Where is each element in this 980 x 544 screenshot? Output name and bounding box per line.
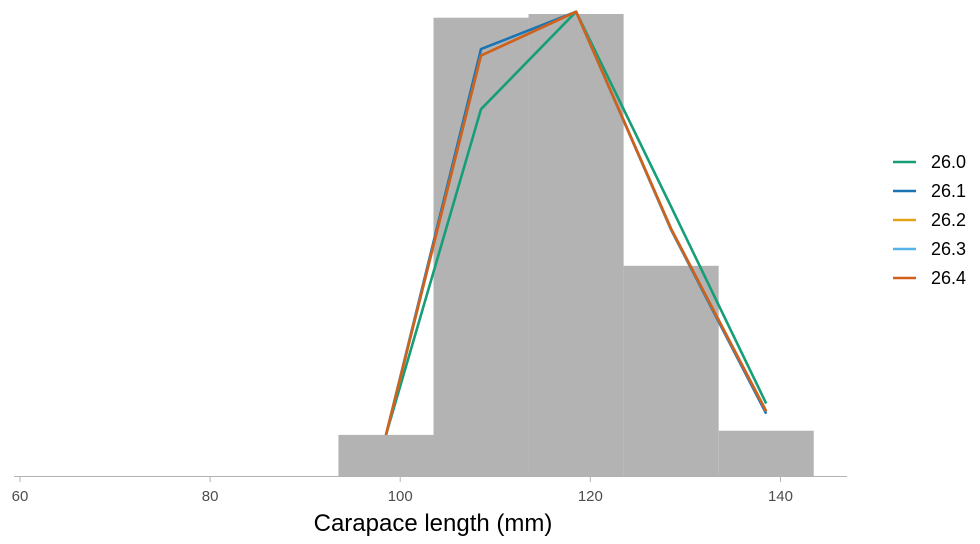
legend-label-26.2: 26.2 [931, 210, 966, 230]
histogram-bar-2 [433, 17, 529, 477]
histogram-bar-3 [528, 14, 624, 476]
x-tick-label-100: 100 [388, 488, 413, 505]
x-tick-label-120: 120 [578, 488, 603, 505]
x-tick-label-80: 80 [202, 488, 219, 505]
legend-label-26.0: 26.0 [931, 152, 966, 172]
series-lines [384, 10, 768, 436]
histogram-bar-5 [718, 430, 814, 476]
x-axis-title: Carapace length (mm) [314, 510, 553, 537]
histogram-bar-4 [623, 265, 719, 476]
x-tick-label-140: 140 [768, 488, 793, 505]
histogram-bar-1 [338, 434, 434, 476]
legend-label-26.1: 26.1 [931, 181, 966, 201]
x-axis-ticks: 60 80 100 120 140 [12, 476, 793, 505]
x-tick-label-60: 60 [12, 488, 29, 505]
legend-label-26.3: 26.3 [931, 239, 966, 259]
series-line-26.4 [384, 10, 768, 436]
histogram-bars [338, 14, 814, 477]
legend-label-26.4: 26.4 [931, 268, 966, 288]
legend: 26.0 26.1 26.2 26.3 26.4 [893, 152, 966, 288]
